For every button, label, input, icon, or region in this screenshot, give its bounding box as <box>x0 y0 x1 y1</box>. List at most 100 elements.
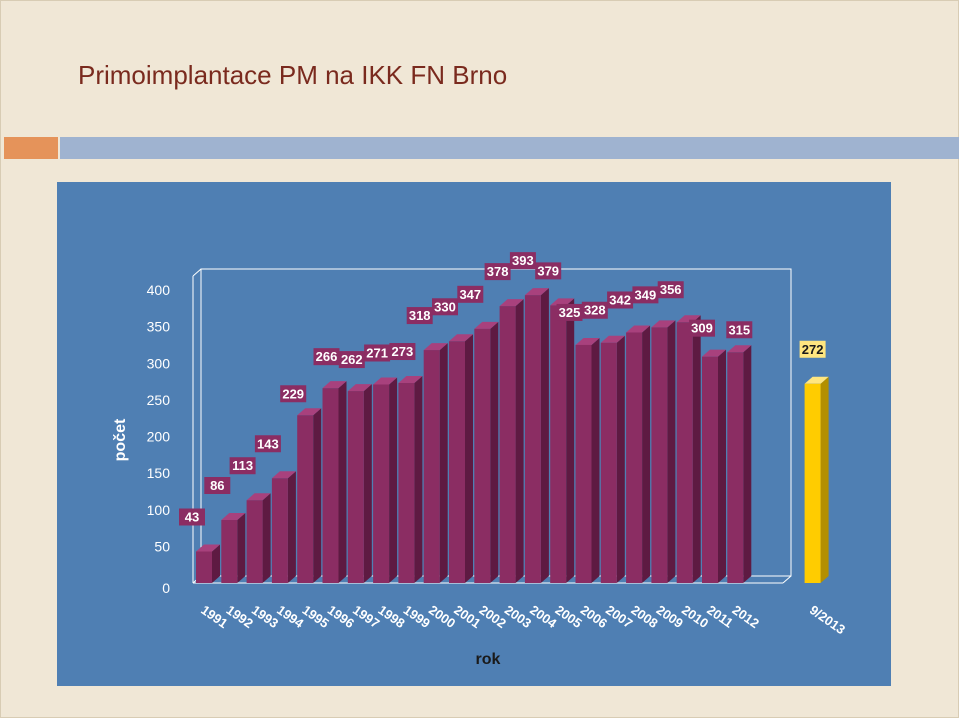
y-tick-label: 250 <box>147 392 171 408</box>
bar <box>398 383 415 583</box>
y-tick-label: 200 <box>147 429 171 445</box>
data-label-box <box>457 285 484 303</box>
data-label: 113 <box>232 458 253 473</box>
bar <box>804 383 821 583</box>
bar-side <box>566 298 575 583</box>
bar-top <box>600 335 625 343</box>
data-label: 271 <box>366 345 388 360</box>
bar-top <box>449 334 473 342</box>
data-label: 273 <box>392 344 414 359</box>
accent-block <box>4 137 58 159</box>
bar <box>651 327 668 583</box>
bar <box>196 551 212 583</box>
y-tick-label: 0 <box>162 580 170 596</box>
y-tick-label: 150 <box>147 465 171 481</box>
data-label-box <box>535 262 562 280</box>
data-label: 378 <box>487 264 509 279</box>
bar-top <box>702 349 726 357</box>
data-label-box <box>632 286 659 304</box>
data-label: 266 <box>316 349 338 364</box>
data-label-box <box>484 263 511 281</box>
bar <box>297 415 314 583</box>
bar-top <box>246 493 271 501</box>
data-label: 379 <box>537 263 559 278</box>
plot-top-left-edge <box>192 268 202 277</box>
accent-bar <box>60 137 959 159</box>
bar-side <box>540 288 549 583</box>
bar <box>347 391 364 583</box>
x-tick-label: 1992 <box>224 602 256 631</box>
y-tick-label: 100 <box>147 502 171 518</box>
data-label: 309 <box>691 321 713 336</box>
chart-container <box>57 182 891 686</box>
data-label: 325 <box>559 305 581 320</box>
data-label: 318 <box>409 308 431 323</box>
bar-side <box>743 345 752 583</box>
data-label-box <box>406 307 433 325</box>
x-tick-label: 2006 <box>578 602 610 631</box>
data-label-box <box>689 319 715 337</box>
plot-floor-right-edge <box>782 575 792 584</box>
y-tick-label: 50 <box>154 538 170 554</box>
bar-side <box>642 325 651 583</box>
bar-side <box>515 299 524 583</box>
bar-top <box>474 321 499 329</box>
x-tick-label: 1996 <box>325 602 357 631</box>
bar <box>676 322 693 583</box>
data-label: 342 <box>609 292 631 307</box>
bar-top <box>271 471 296 479</box>
y-tick-label: 300 <box>147 355 171 371</box>
data-label: 393 <box>512 253 534 268</box>
x-axis-title: rok <box>476 651 501 668</box>
bar <box>702 356 718 583</box>
bar-top <box>804 376 829 384</box>
bar-side <box>820 376 829 583</box>
data-label-box <box>229 457 256 475</box>
data-label: 43 <box>185 510 199 525</box>
data-label-box <box>657 281 684 299</box>
bar <box>449 341 465 583</box>
bar-side <box>313 408 322 583</box>
bar-side <box>389 377 398 583</box>
data-label: 347 <box>459 287 481 302</box>
bar-side <box>616 335 625 583</box>
bar-side <box>287 471 296 583</box>
x-tick-label: 1994 <box>274 602 307 631</box>
x-tick-label: 1991 <box>198 602 230 631</box>
bar <box>575 344 592 583</box>
bar-top <box>423 343 448 351</box>
bar <box>499 306 516 583</box>
x-tick-label: 2010 <box>679 602 711 631</box>
bar-side <box>212 544 220 583</box>
x-tick-label: 1997 <box>350 602 382 631</box>
data-label-box <box>581 301 608 319</box>
bar-side <box>262 493 271 583</box>
x-tick-label: 2012 <box>730 602 762 631</box>
bar-side <box>439 343 448 583</box>
data-label-box <box>509 252 536 270</box>
bar <box>322 388 339 583</box>
x-tick-label: 2007 <box>603 602 635 631</box>
data-label: 262 <box>341 352 363 367</box>
data-label-box <box>254 435 281 453</box>
data-label-box <box>313 348 340 366</box>
x-tick-label: 9/2013 <box>807 602 848 637</box>
bar-side <box>237 513 246 583</box>
data-label: 272 <box>802 342 824 357</box>
bar-top <box>297 408 322 416</box>
x-tick-label: 1998 <box>375 602 407 631</box>
bar-top <box>322 381 347 389</box>
x-tick-label: 2005 <box>552 602 584 631</box>
x-tick-label: 1999 <box>401 602 433 631</box>
y-tick-label: 400 <box>147 282 171 298</box>
data-label-box <box>556 303 583 321</box>
bar-top <box>196 544 220 552</box>
bar <box>474 328 491 583</box>
y-axis-title: počet <box>112 418 129 461</box>
bar-top <box>651 320 676 328</box>
bar-top <box>347 384 372 392</box>
bar <box>423 350 440 583</box>
data-label-box <box>799 340 826 358</box>
x-tick-label: 2003 <box>502 602 534 631</box>
data-label: 86 <box>210 478 224 493</box>
